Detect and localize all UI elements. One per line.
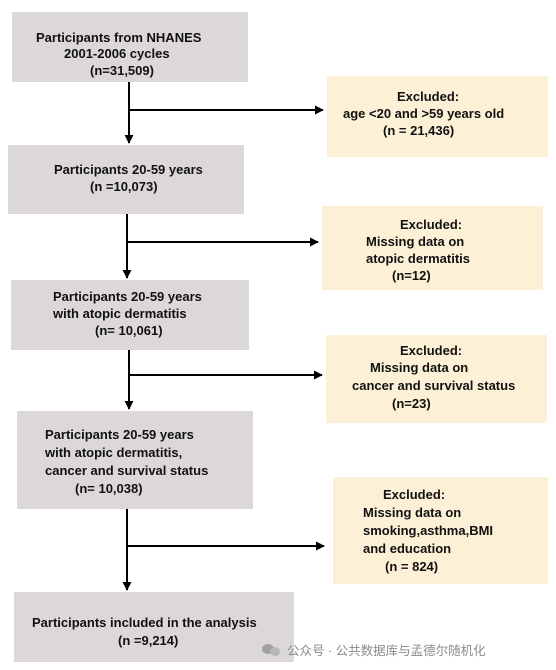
excluded-box-3-line-3: cancer and survival status — [352, 378, 516, 393]
main-box-1: Participants from NHANES 2001-2006 cycle… — [12, 12, 248, 82]
main-box-5-line-2: (n =9,214) — [118, 633, 179, 648]
watermark: 公众号 · 公共数据库与孟德尔随机化 — [262, 640, 486, 659]
excluded-box-2: Excluded: Missing data on atopic dermati… — [322, 206, 543, 290]
excluded-box-1-line-3: (n = 21,436) — [383, 123, 455, 138]
main-box-2-line-2: (n =10,073) — [90, 179, 158, 194]
excluded-box-1-line-2: age <20 and >59 years old — [343, 106, 505, 121]
excluded-box-4-line-2: Missing data on — [363, 505, 462, 520]
main-box-5: Participants included in the analysis (n… — [14, 592, 294, 662]
main-box-4-line-2: with atopic dermatitis, — [45, 445, 183, 460]
main-box-3-line-3: (n= 10,061) — [95, 323, 163, 338]
watermark-text: 公众号 · 公共数据库与孟德尔随机化 — [287, 644, 486, 658]
main-box-4-line-4: (n= 10,038) — [75, 481, 143, 496]
excluded-box-3-line-4: (n=23) — [392, 396, 431, 411]
main-box-3: Participants 20-59 years with atopic der… — [11, 280, 249, 350]
main-box-5-line-1: Participants included in the analysis — [32, 615, 257, 630]
excluded-box-3-line-2: Missing data on — [370, 360, 469, 375]
main-box-4-line-1: Participants 20-59 years — [45, 427, 194, 442]
wechat-icon — [262, 643, 282, 657]
main-box-2: Participants 20-59 years (n =10,073) — [8, 145, 244, 214]
excluded-box-4-line-5: (n = 824) — [385, 559, 439, 574]
excluded-box-4-line-3: smoking,asthma,BMI — [363, 523, 494, 538]
excluded-box-3: Excluded: Missing data on cancer and sur… — [326, 335, 547, 423]
excluded-box-1-line-1: Excluded: — [397, 89, 460, 104]
excluded-box-3-line-1: Excluded: — [400, 343, 463, 358]
excluded-box-2-line-4: (n=12) — [392, 268, 431, 283]
excluded-box-2-line-3: atopic dermatitis — [366, 251, 471, 266]
main-box-1-line-3: (n=31,509) — [90, 63, 154, 78]
excluded-box-2-line-2: Missing data on — [366, 234, 465, 249]
main-box-1-line-1: Participants from NHANES — [36, 30, 202, 45]
excluded-box-4-line-4: and education — [363, 541, 452, 556]
excluded-box-2-line-1: Excluded: — [400, 217, 463, 232]
excluded-box-4: Excluded: Missing data on smoking,asthma… — [333, 477, 548, 584]
main-box-4: Participants 20-59 years with atopic der… — [17, 411, 253, 509]
main-box-2-line-1: Participants 20-59 years — [54, 162, 203, 177]
main-box-4-line-3: cancer and survival status — [45, 463, 209, 478]
main-box-1-line-2: 2001-2006 cycles — [64, 46, 170, 61]
main-box-3-line-1: Participants 20-59 years — [53, 289, 202, 304]
main-box-3-line-2: with atopic dermatitis — [53, 306, 187, 321]
excluded-box-1: Excluded: age <20 and >59 years old (n =… — [327, 76, 548, 157]
excluded-box-4-line-1: Excluded: — [383, 487, 446, 502]
